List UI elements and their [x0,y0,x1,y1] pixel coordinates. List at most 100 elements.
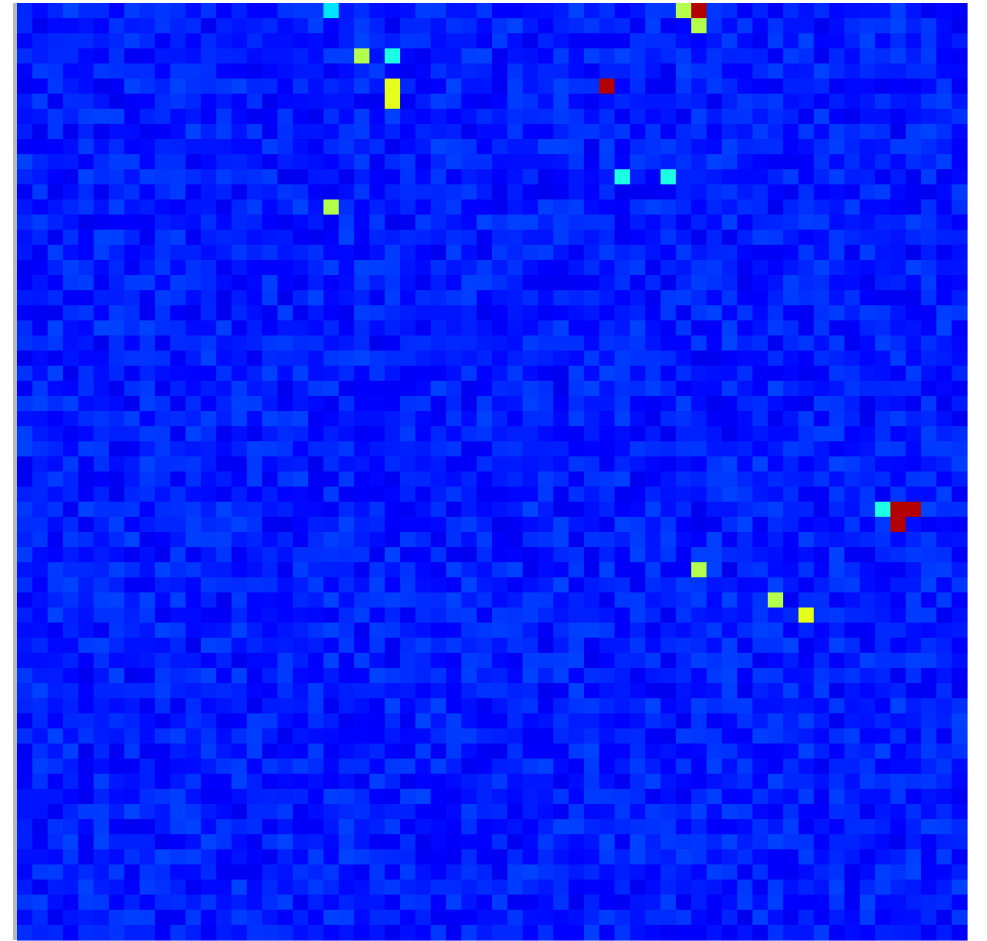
heatmap-cell [17,471,33,488]
heatmap-cell [461,33,478,49]
heatmap-cell [108,924,125,941]
heatmap-cell [139,834,156,850]
heatmap-cell [277,622,294,639]
heatmap-cell [78,864,95,881]
heatmap-cell [813,184,830,201]
heatmap-cell [829,18,846,34]
heatmap-cell [921,577,937,593]
heatmap-cell [292,229,309,246]
heatmap-cell [905,290,922,306]
heatmap-cell [599,456,616,473]
heatmap-cell [645,123,662,140]
heatmap-cell [430,93,447,110]
heatmap-cell [32,244,49,261]
heatmap-cell [859,909,876,926]
heatmap-cell [691,924,708,941]
heatmap-cell [200,305,217,321]
heatmap-cell [905,78,922,95]
heatmap-cell [185,728,202,745]
heatmap-cell [568,773,585,790]
heatmap-cell [675,33,692,49]
heatmap-cell [400,516,416,533]
heatmap-cell [62,93,79,110]
heatmap-cell [170,63,187,80]
heatmap-cell [813,18,830,34]
heatmap-cell [492,78,508,95]
heatmap-cell [430,562,447,578]
heatmap-cell [844,154,861,170]
heatmap-cell [629,698,646,714]
heatmap-cell [829,637,846,654]
heatmap-cell [200,426,217,442]
heatmap-cell [400,244,416,261]
heatmap-cell [216,63,233,80]
heatmap-cell [108,380,125,397]
heatmap-cell [905,819,922,835]
heatmap-cell [308,123,325,140]
heatmap-cell [17,3,33,19]
heatmap-cell [844,229,861,246]
heatmap-cell [583,395,600,412]
heatmap-cell [829,713,846,730]
heatmap-cell [875,592,891,609]
heatmap-cell [890,290,907,306]
heatmap-cell [614,3,631,19]
heatmap-cell [430,426,447,442]
heatmap-cell [384,184,401,201]
heatmap-cell [369,18,386,34]
heatmap-cell [308,259,325,276]
heatmap-cell [890,48,907,65]
heatmap-cell [859,834,876,850]
heatmap-cell [400,607,416,624]
heatmap-cell [277,184,294,201]
heatmap-cell [905,3,922,19]
heatmap-cell [200,244,217,261]
heatmap-cell [461,773,478,790]
heatmap-cell [185,290,202,306]
heatmap-cell [476,516,493,533]
heatmap-cell [599,683,616,699]
heatmap-cell [660,350,677,367]
heatmap-cell [875,637,891,654]
heatmap-cell [93,290,110,306]
heatmap-cell [645,864,662,881]
heatmap-cell [200,18,217,34]
heatmap-cell [890,305,907,321]
heatmap-cell [844,788,861,805]
heatmap-cell [338,395,355,412]
heatmap-cell [446,637,462,654]
heatmap-cell [17,728,33,745]
heatmap-cell [262,486,279,503]
heatmap-cell [583,229,600,246]
heatmap-cell [262,335,279,352]
heatmap-cell [170,320,187,337]
heatmap-cell [154,803,171,820]
heatmap-cell [476,290,493,306]
heatmap-cell [139,486,156,503]
heatmap-cell [292,335,309,352]
heatmap-cell [629,380,646,397]
heatmap-cell [400,894,416,911]
heatmap-cell [139,320,156,337]
heatmap-cell [844,652,861,669]
heatmap-cell [139,894,156,911]
heatmap-cell [798,214,815,231]
heatmap-cell [354,395,371,412]
heatmap-cell [262,758,279,775]
heatmap-cell [93,516,110,533]
heatmap-cell [859,154,876,170]
heatmap-cell [308,78,325,95]
heatmap-cell [537,728,554,745]
heatmap-cell [430,380,447,397]
heatmap-cell [354,819,371,835]
heatmap-cell [446,426,462,442]
heatmap-cell [139,78,156,95]
heatmap-cell [17,909,33,926]
heatmap-cell [124,154,141,170]
heatmap-cell [139,667,156,684]
heatmap-cell [767,758,784,775]
heatmap-cell [537,395,554,412]
heatmap-cell [813,698,830,714]
heatmap-cell [507,139,524,155]
heatmap-cell [583,879,600,896]
